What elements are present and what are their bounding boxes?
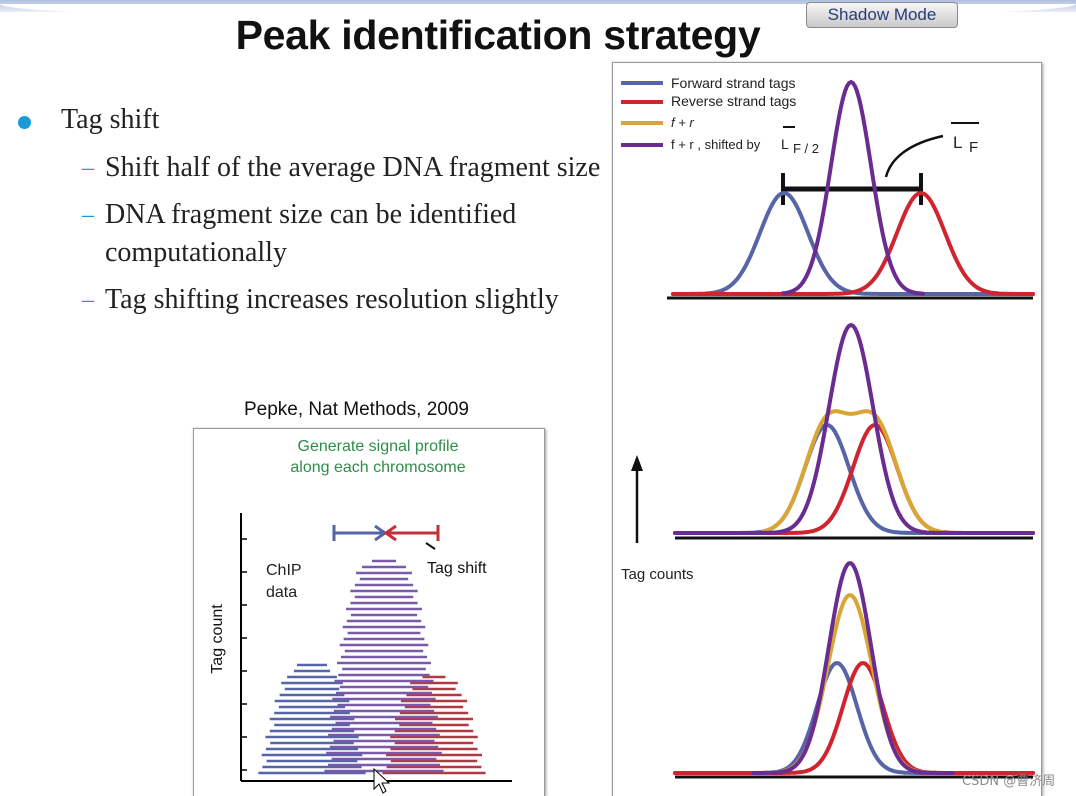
sub-bullet-text: Tag shifting increases resolution slight… xyxy=(105,284,559,315)
signal-profile-figure: Generate signal profile along each chrom… xyxy=(193,428,545,796)
sub-bullet-item: – Tag shifting increases resolution slig… xyxy=(14,281,604,319)
sum-curve xyxy=(751,593,955,775)
figure-title-line-2: along each chromosome xyxy=(290,459,465,476)
legend-reverse-label: Reverse strand tags xyxy=(671,93,796,109)
forward-strand-curve xyxy=(673,660,1035,775)
forward-shift-arrow xyxy=(332,524,388,542)
arrowhead-icon xyxy=(631,455,643,471)
chip-label: ChIP xyxy=(266,562,302,579)
bullet-dot-icon xyxy=(18,116,31,129)
citation: Pepke, Nat Methods, 2009 xyxy=(244,399,469,420)
reverse-tag-stack xyxy=(382,675,486,775)
legend-forward-label: Forward strand tags xyxy=(671,75,796,91)
figure-title-line-1: Generate signal profile xyxy=(298,438,459,455)
legend: Forward strand tags Reverse strand tags … xyxy=(621,75,819,156)
dash-icon: – xyxy=(82,155,94,181)
dash-icon: – xyxy=(82,287,94,313)
shift-subscript: F / 2 xyxy=(793,141,819,156)
y-axis-label: Tag count xyxy=(209,604,226,674)
lf-symbol: L xyxy=(953,133,962,152)
lf-pointer xyxy=(884,134,944,178)
forward-strand-curve xyxy=(671,191,1035,296)
shifted-sum-curve xyxy=(781,79,925,296)
bullet-text: Tag shift xyxy=(61,104,160,135)
mouse-cursor-icon xyxy=(373,767,391,794)
sub-bullet-item: – DNA fragment size can be identified co… xyxy=(14,196,604,272)
shifted-sum-curve xyxy=(751,561,955,775)
legend-sum-label: f + r xyxy=(671,115,694,130)
signal-profile-svg: Generate signal profile along each chrom… xyxy=(209,438,512,794)
strand-shift-figure: Forward strand tags Reverse strand tags … xyxy=(612,62,1042,796)
forward-tag-stack xyxy=(258,663,366,775)
shifted-sum-curve xyxy=(673,322,1035,535)
slide-title: Peak identification strategy xyxy=(235,12,761,58)
shift-symbol: L xyxy=(781,136,789,152)
forward-strand-curve xyxy=(673,422,1035,535)
shifted-tag-stack xyxy=(324,559,444,773)
sub-bullet-item: – Shift half of the average DNA fragment… xyxy=(14,149,604,187)
shadow-mode-button[interactable]: Shadow Mode xyxy=(806,2,958,28)
strand-shift-svg: Forward strand tags Reverse strand tags … xyxy=(621,75,1035,779)
lf-subscript: F xyxy=(969,139,978,156)
reverse-strand-curve xyxy=(671,190,1035,296)
y-axis-label: Tag counts xyxy=(621,566,694,583)
reverse-shift-arrow xyxy=(383,524,440,542)
dash-icon: – xyxy=(82,202,94,228)
sub-bullet-text: DNA fragment size can be identified comp… xyxy=(105,199,517,268)
density-curves xyxy=(671,79,1035,775)
bullet-item: Tag shift xyxy=(14,100,604,140)
bullet-list: Tag shift – Shift half of the average DN… xyxy=(14,100,604,319)
y-axis-ticks xyxy=(241,538,247,771)
sum-curve xyxy=(761,409,945,535)
watermark: CSDN @曹济周 xyxy=(962,774,1056,789)
tag-shift-label: Tag shift xyxy=(427,560,487,577)
legend-shifted-label: f + r , shifted by xyxy=(671,137,761,152)
sub-bullet-text: Shift half of the average DNA fragment s… xyxy=(105,152,601,183)
tag-histogram xyxy=(258,559,486,775)
tag-shift-pointer xyxy=(425,542,436,550)
reverse-strand-curve xyxy=(673,660,1035,775)
data-label: data xyxy=(266,584,297,601)
